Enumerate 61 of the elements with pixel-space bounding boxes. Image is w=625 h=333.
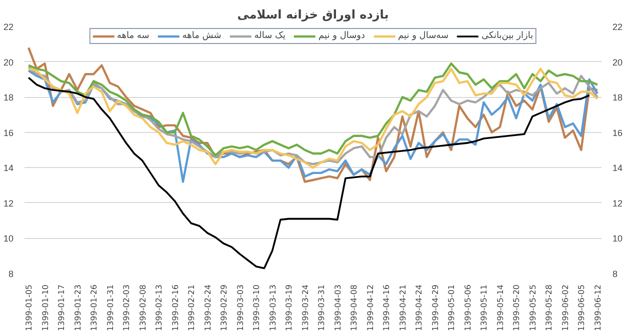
x-tick-label: 1399-04-03 [333, 284, 342, 331]
x-tick-label: 1399-02-24 [203, 284, 212, 331]
legend-label: دوسال و نیم [318, 31, 366, 41]
x-tick-label: 1399-02-08 [138, 284, 148, 331]
y2-tick-label: 20 [612, 57, 623, 68]
x-tick-label: 1399-02-03 [122, 284, 132, 331]
x-tick-label: 1399-02-13 [154, 284, 164, 331]
x-tick-label: 1399-02-21 [187, 284, 196, 331]
legend-label: شش ماهه [182, 31, 222, 41]
x-tick-label: 1399-05-20 [512, 284, 522, 331]
y-tick-label: 12 [3, 198, 14, 208]
y2-tick-label: 16 [612, 128, 623, 138]
y-tick-label: 8 [8, 269, 14, 279]
x-tick-label: 1399-05-06 [463, 284, 472, 331]
x-tick-label: 1399-01-26 [90, 284, 99, 331]
legend-label: بازار بین‌بانکی [482, 31, 534, 41]
x-tick-label: 1399-03-13 [268, 284, 278, 331]
y-tick-label: 18 [3, 92, 14, 103]
legend-label: سه ماهه [116, 31, 150, 41]
line-series [27, 46, 599, 183]
x-tick-label: 1399-06-02 [560, 284, 570, 331]
y-tick-label: 10 [3, 234, 14, 244]
x-tick-label: 1399-04-16 [382, 284, 392, 331]
x-tick-label: 1399-05-28 [544, 284, 554, 331]
x-tick-label: 1399-03-03 [236, 284, 245, 331]
legend-label: سه‌سال و نیم [398, 31, 449, 41]
y2-tick-label: 12 [612, 198, 623, 208]
x-tick-label: 1399-05-11 [480, 284, 489, 331]
x-tick-label: 1399-06-12 [593, 284, 602, 331]
y-tick-label: 14 [3, 163, 14, 174]
x-tick-label: 1399-02-16 [170, 284, 180, 331]
x-tick-label: 1399-05-25 [528, 284, 538, 331]
y2-tick-label: 8 [612, 269, 618, 279]
x-tick-label: 1399-01-10 [40, 284, 50, 331]
x-tick-label: 1399-04-08 [350, 284, 359, 331]
x-tick-label: 1399-06-05 [577, 284, 586, 331]
x-tick-label: 1399-04-29 [430, 284, 440, 331]
x-tick-label: 1399-05-14 [496, 284, 505, 331]
x-tick-label: 1399-01-23 [73, 284, 82, 331]
x-tick-label: 1399-04-24 [414, 284, 424, 331]
legend-label: یک ساله [254, 31, 286, 41]
x-tick-label: 1399-03-19 [284, 284, 294, 331]
line-series [28, 76, 590, 270]
x-tick-label: 1399-02-29 [220, 284, 229, 331]
x-tick-label: 1399-05-01 [447, 284, 456, 331]
x-tick-label: 1399-01-31 [106, 284, 115, 331]
y2-tick-label: 18 [612, 92, 623, 103]
x-tick-label: 1399-01-17 [57, 284, 66, 331]
x-tick-label: 1399-01-05 [24, 284, 34, 331]
y-tick-label: 16 [3, 128, 14, 138]
y2-tick-label: 10 [612, 234, 623, 244]
x-tick-label: 1399-03-24 [300, 284, 310, 331]
y-tick-label: 22 [3, 22, 14, 32]
y2-tick-label: 22 [612, 22, 623, 32]
x-tick-label: 1399-03-10 [252, 284, 262, 331]
x-tick-label: 1399-04-21 [398, 284, 408, 331]
y-tick-label: 20 [3, 57, 14, 68]
x-tick-label: 1399-04-12 [366, 284, 375, 331]
x-tick-label: 1399-03-31 [317, 284, 326, 331]
y2-tick-label: 14 [612, 163, 623, 174]
chart-title: بازده اوراق خزانه اسلامی [237, 8, 389, 22]
